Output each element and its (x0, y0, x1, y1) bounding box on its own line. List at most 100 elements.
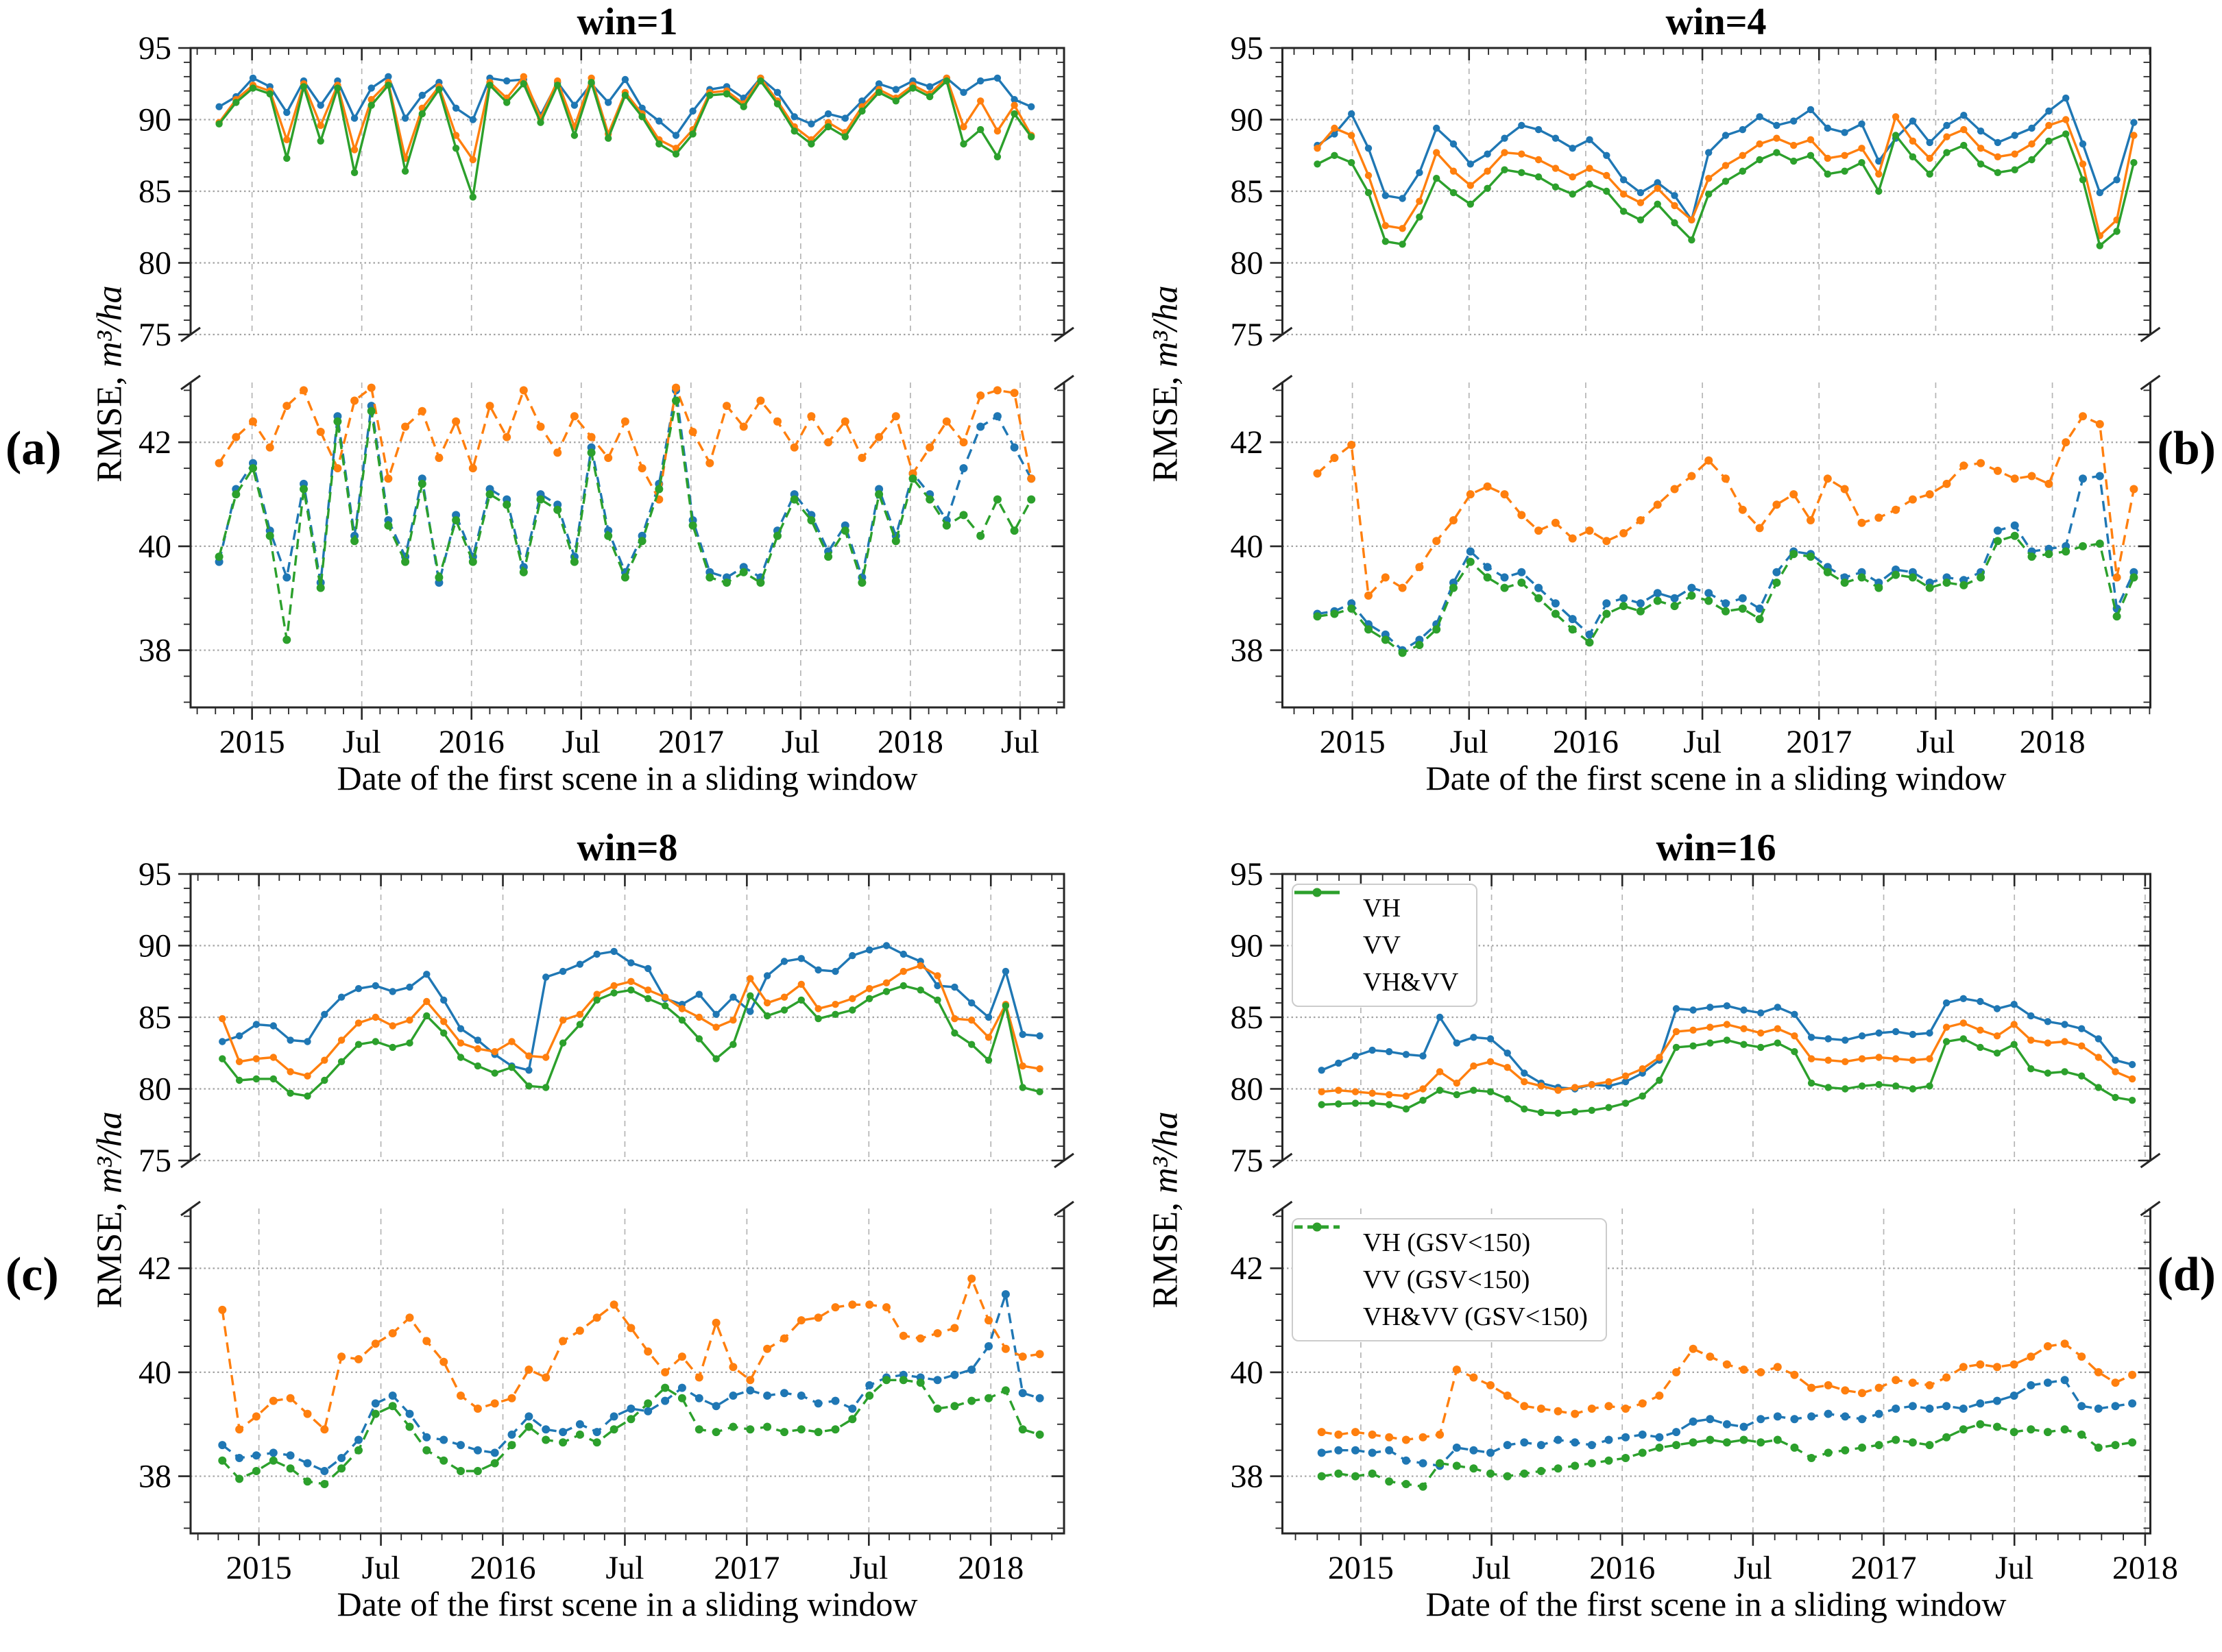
vh-dashed-swatch (1294, 1222, 1351, 1250)
series-VH&VV (GSV<150) (1317, 535, 2135, 655)
svg-text:95: 95 (138, 30, 171, 66)
panel-d: 75 80 85 90 95 38 40 42 2015 Jul 2016 Jul 2017 Jul 201… (1111, 826, 2221, 1652)
panel-b: 75 80 85 90 95 38 40 42 2015 Jul 2016 Jul 2017 Jul 201… (1111, 0, 2221, 826)
legend-solid-series: VH VV VH&VV (1292, 884, 1478, 1007)
svg-text:2017: 2017 (1786, 724, 1852, 760)
svg-text:2017: 2017 (714, 1550, 780, 1586)
panel-d-chart: 75 80 85 90 95 38 40 42 2015 Jul 2016 Jul 2017 Jul 201… (1231, 856, 2178, 1586)
panel-b-letter: (b) (2157, 422, 2216, 475)
svg-text:Jul: Jul (1683, 724, 1722, 760)
svg-text:90: 90 (1231, 102, 1264, 138)
legend-item-vh-gsv: VH (GSV<150) (1294, 1222, 1588, 1258)
svg-text:85: 85 (138, 173, 171, 210)
svg-text:2018: 2018 (958, 1550, 1024, 1586)
panel-a-ylabel: RMSE, m³/ha (90, 285, 130, 482)
svg-text:38: 38 (1231, 1459, 1264, 1495)
svg-text:Jul: Jul (782, 724, 820, 760)
svg-text:Jul: Jul (1001, 724, 1039, 760)
svg-text:42: 42 (1231, 1250, 1264, 1287)
panel-b-title: win=4 (1665, 1, 1767, 43)
panel-d-ylabel: RMSE, m³/ha (1146, 1111, 1186, 1308)
ylabel-text: RMSE, (90, 1202, 130, 1309)
svg-text:2018: 2018 (2112, 1550, 2178, 1586)
panel-c: 75 80 85 90 95 38 40 42 2015 Jul 2016 Jul 2017 Jul 201… (0, 826, 1111, 1652)
svg-text:95: 95 (138, 856, 171, 892)
vhvv-line-swatch (1294, 888, 1351, 990)
svg-text:95: 95 (1231, 30, 1264, 66)
legend-label: VH (GSV<150) (1363, 1228, 1531, 1257)
panel-c-letter: (c) (5, 1248, 59, 1301)
panel-a: 75 80 85 90 95 38 40 42 2015 Jul 2016 Jul 2017 Jul 201… (0, 0, 1111, 826)
svg-text:40: 40 (1231, 1355, 1264, 1391)
panel-d-title: win=16 (1656, 827, 1776, 869)
series-VH&VV (1321, 1037, 2133, 1115)
svg-text:80: 80 (138, 245, 171, 282)
panel-d-xlabel: Date of the first scene in a sliding win… (1425, 1585, 2007, 1623)
svg-text:2017: 2017 (1851, 1550, 1917, 1586)
vh-line-swatch (1294, 888, 1351, 916)
svg-text:2016: 2016 (439, 724, 505, 760)
svg-text:40: 40 (1231, 529, 1264, 565)
svg-text:2016: 2016 (1553, 724, 1619, 760)
panel-a-title: win=1 (577, 1, 678, 43)
panel-a-xlabel: Date of the first scene in a sliding win… (337, 759, 918, 797)
series-VH&VV (1316, 132, 2136, 247)
svg-text:95: 95 (1231, 856, 1264, 892)
series-VH (1316, 97, 2136, 221)
svg-text:38: 38 (138, 633, 171, 669)
legend-item-vhvv: VH&VV (1294, 888, 1459, 997)
svg-text:2015: 2015 (1320, 724, 1386, 760)
panel-c-ylabel: RMSE, m³/ha (90, 1111, 130, 1308)
panel-a-letter: (a) (5, 422, 62, 475)
svg-text:2017: 2017 (658, 724, 724, 760)
series-VV (GSV<150) (1316, 415, 2136, 597)
svg-text:2015: 2015 (219, 724, 285, 760)
svg-text:80: 80 (1231, 1071, 1264, 1108)
ylabel-text: RMSE, (1146, 1202, 1185, 1309)
svg-text:42: 42 (138, 1250, 171, 1287)
svg-text:75: 75 (1231, 317, 1264, 353)
panel-b-xlabel: Date of the first scene in a sliding win… (1425, 759, 2007, 797)
legend-dashed-series: VH (GSV<150) VV (GSV<150) VH&VV (GSV<150… (1292, 1218, 1607, 1341)
panel-c-xlabel: Date of the first scene in a sliding win… (337, 1585, 918, 1623)
vv-line-swatch (1294, 888, 1351, 953)
svg-text:75: 75 (1231, 1143, 1264, 1179)
ylabel-text: RMSE, (1146, 376, 1185, 483)
svg-text:42: 42 (1231, 424, 1264, 461)
legend-label: VH&VV (1363, 968, 1459, 997)
ylabel-text: RMSE, (90, 376, 130, 483)
series-VV (1321, 1021, 2133, 1097)
ylabel-units: m³/ha (90, 285, 130, 367)
panel-d-letter: (d) (2157, 1248, 2216, 1301)
svg-text:40: 40 (138, 1355, 171, 1391)
svg-text:2015: 2015 (226, 1550, 292, 1586)
svg-text:90: 90 (138, 928, 171, 964)
svg-text:85: 85 (1231, 173, 1264, 210)
legend-label: VH (1363, 894, 1401, 923)
svg-text:Jul: Jul (1473, 1550, 1511, 1586)
svg-text:2018: 2018 (2020, 724, 2086, 760)
svg-text:Jul: Jul (1734, 1550, 1772, 1586)
svg-text:85: 85 (138, 999, 171, 1036)
svg-text:75: 75 (138, 1143, 171, 1179)
vhvv-dashed-swatch (1294, 1222, 1351, 1324)
svg-text:90: 90 (138, 102, 171, 138)
svg-text:Jul: Jul (562, 724, 601, 760)
legend-item-vhvv-gsv: VH&VV (GSV<150) (1294, 1222, 1588, 1332)
vv-dashed-swatch (1294, 1222, 1351, 1287)
legend-item-vv: VV (1294, 888, 1458, 960)
legend-label: VV (GSV<150) (1363, 1265, 1530, 1294)
svg-text:Jul: Jul (362, 1550, 400, 1586)
legend-label: VV (1363, 931, 1401, 960)
svg-text:Jul: Jul (1995, 1550, 2033, 1586)
legend-label: VH&VV (GSV<150) (1363, 1302, 1588, 1331)
svg-text:38: 38 (1231, 633, 1264, 669)
svg-text:80: 80 (1231, 245, 1264, 282)
svg-text:Jul: Jul (1450, 724, 1488, 760)
panel-c-title: win=8 (577, 827, 678, 869)
panel-b-ylabel: RMSE, m³/ha (1146, 285, 1186, 482)
svg-text:85: 85 (1231, 999, 1264, 1036)
svg-text:90: 90 (1231, 928, 1264, 964)
ylabel-units: m³/ha (1146, 1111, 1185, 1193)
